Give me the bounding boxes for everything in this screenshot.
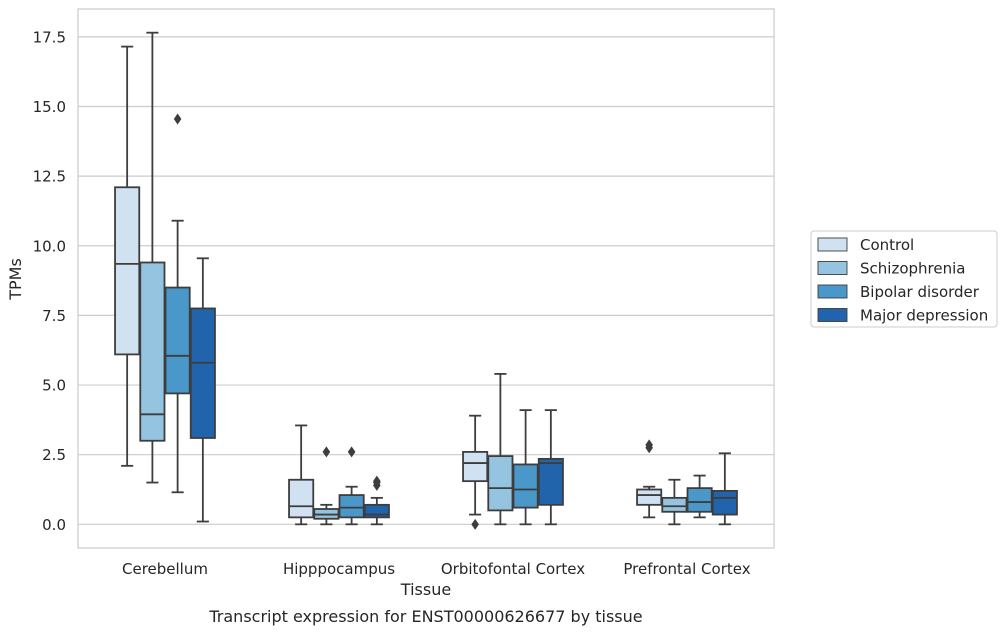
legend-frame xyxy=(810,230,998,328)
box-1-3 xyxy=(363,475,390,526)
y-tick-label: 0.0 xyxy=(42,516,66,534)
y-tick-label: 12.5 xyxy=(33,168,66,186)
box-iqr xyxy=(139,261,166,442)
box-iqr xyxy=(462,450,489,483)
box-2-3 xyxy=(537,409,564,526)
legend-label: Bipolar disorder xyxy=(860,283,980,301)
outlier-point xyxy=(322,446,331,458)
y-axis-title: TPMs xyxy=(6,258,25,301)
x-tick-label: Prefrontal Cortex xyxy=(623,560,750,578)
plot-area xyxy=(78,9,774,548)
box-iqr xyxy=(512,463,539,509)
y-tick-label: 2.5 xyxy=(42,446,66,464)
box-iqr xyxy=(114,186,141,356)
outlier-point xyxy=(471,518,479,530)
box-1-1 xyxy=(313,446,340,526)
legend-label: Schizophrenia xyxy=(860,260,965,278)
legend-label: Control xyxy=(860,236,914,254)
box-plots xyxy=(114,31,738,530)
box-iqr xyxy=(537,457,564,506)
box-iqr xyxy=(636,488,663,506)
box-iqr xyxy=(164,286,191,395)
box-2-1 xyxy=(487,373,514,526)
box-iqr xyxy=(288,478,315,519)
box-iqr xyxy=(711,489,738,516)
box-iqr xyxy=(338,494,365,519)
box-2-2 xyxy=(512,409,539,526)
legend-swatch xyxy=(817,308,848,322)
box-3-0 xyxy=(636,439,663,519)
box-0-2 xyxy=(164,113,191,494)
y-tick-label: 17.5 xyxy=(33,28,66,46)
box-iqr xyxy=(189,307,216,439)
legend: Control Schizophrenia Bipolar disorder Majo… xyxy=(810,230,998,328)
box-iqr xyxy=(686,487,713,513)
box-3-2 xyxy=(686,474,713,519)
x-tick-label: Cerebellum xyxy=(122,560,208,578)
legend-swatch xyxy=(817,261,848,275)
x-axis-title: Tissue xyxy=(400,580,451,599)
box-iqr xyxy=(661,496,688,513)
y-tick-label: 7.5 xyxy=(42,307,66,325)
plot-frame xyxy=(77,8,775,549)
box-0-0 xyxy=(114,45,141,467)
box-1-2 xyxy=(338,446,365,526)
outlier-point xyxy=(373,475,381,487)
box-iqr xyxy=(363,503,390,519)
box-2-0 xyxy=(462,414,489,530)
x-tick-labels: Cerebellum Hipppocampus Orbitofontal Corte… xyxy=(122,560,751,578)
outlier-point xyxy=(173,113,182,125)
box-3-3 xyxy=(711,452,738,526)
box-iqr xyxy=(487,455,514,512)
box-0-1 xyxy=(139,31,166,484)
x-tick-label: Hipppocampus xyxy=(283,560,395,578)
chart-caption: Transcript expression for ENST0000062667… xyxy=(208,607,642,626)
y-tick-label: 10.0 xyxy=(33,237,66,255)
legend-swatch xyxy=(817,237,848,252)
y-tick-label: 5.0 xyxy=(42,377,66,395)
legend-label: Major depression xyxy=(860,307,988,325)
box-1-0 xyxy=(288,424,315,526)
outlier-point xyxy=(347,446,356,458)
y-tick-labels: 0.0 2.5 5.0 7.5 10.0 12.5 15.0 17.5 xyxy=(33,28,66,533)
legend-swatch xyxy=(817,284,848,299)
x-tick-label: Orbitofontal Cortex xyxy=(441,560,585,578)
y-tick-label: 15.0 xyxy=(33,98,66,116)
box-0-3 xyxy=(189,257,216,523)
outlier-point xyxy=(645,439,653,451)
box-3-1 xyxy=(661,478,688,526)
